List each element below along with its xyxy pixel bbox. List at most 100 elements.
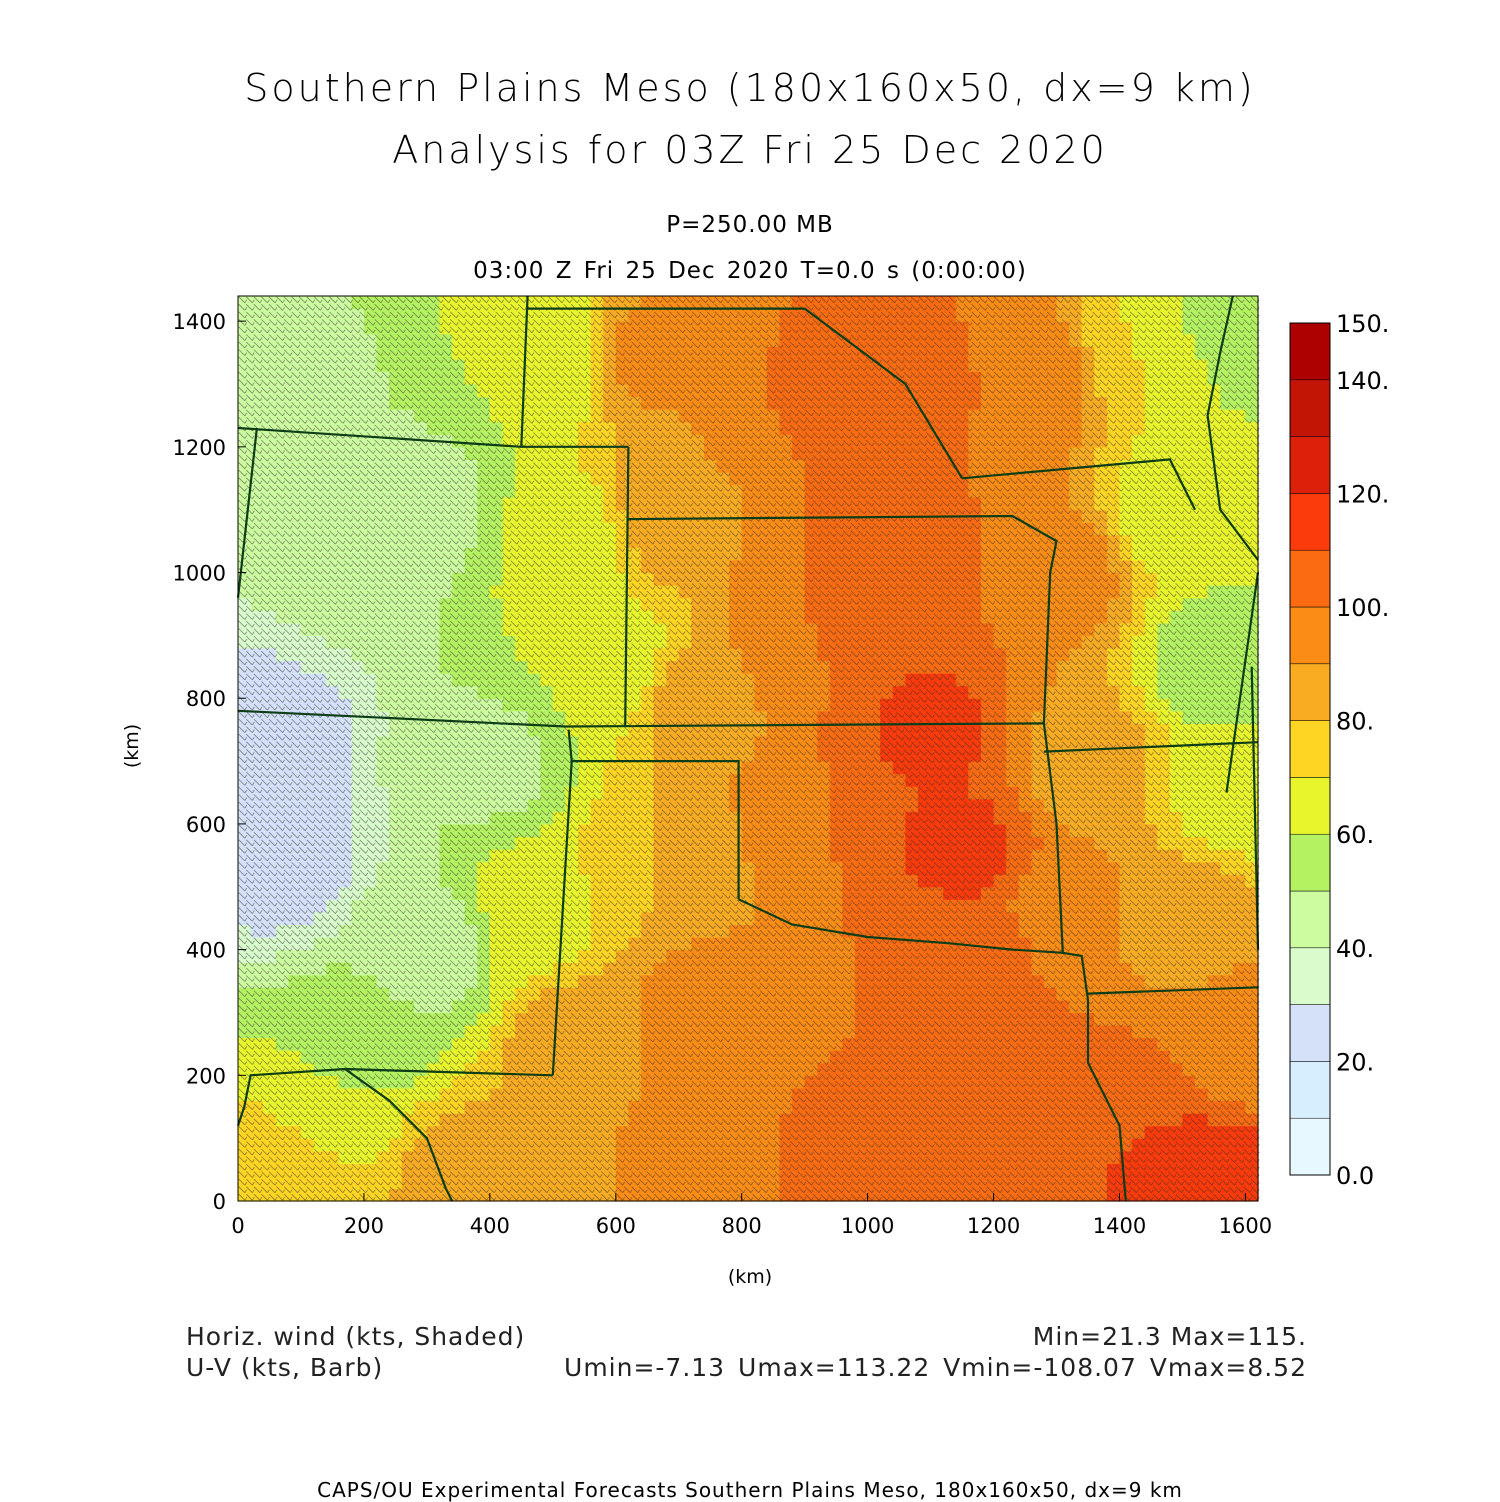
shade-cell (363, 1150, 378, 1164)
shade-cell (703, 1012, 718, 1026)
shade-cell (603, 886, 617, 900)
shade-cell (502, 358, 516, 373)
shade-cell (351, 446, 365, 461)
shade-cell (980, 346, 995, 360)
shade-cell (565, 383, 579, 398)
shade-cell (552, 773, 567, 787)
shade-cell (691, 748, 705, 762)
shade-cell (527, 836, 541, 850)
shade-cell (640, 622, 655, 636)
shade-cell (250, 685, 264, 699)
shade-cell (943, 1163, 957, 1177)
shade-cell (540, 798, 554, 812)
shade-cell (930, 358, 944, 373)
shade-cell (980, 911, 995, 926)
shade-cell (263, 735, 277, 750)
shade-cell (502, 911, 516, 926)
shade-cell (439, 987, 453, 1001)
shade-cell (628, 748, 642, 762)
shade-cell (338, 735, 352, 750)
shade-cell (842, 446, 856, 461)
shade-cell (1069, 823, 1083, 838)
shade-cell (766, 698, 781, 712)
shade-cell (905, 572, 919, 586)
shade-cell (691, 1163, 705, 1177)
shade-cell (766, 497, 781, 511)
shade-cell (842, 321, 856, 335)
shade-cell (766, 1050, 781, 1064)
shade-cell (1081, 1050, 1095, 1064)
shade-cell (678, 1100, 692, 1114)
shade-cell (754, 497, 768, 511)
shade-cell (754, 1050, 768, 1064)
shade-cell (275, 471, 289, 486)
shade-cell (1069, 559, 1083, 574)
shade-cell (628, 1062, 642, 1076)
shade-cell (590, 371, 604, 385)
shade-cell (300, 383, 315, 398)
shade-cell (628, 459, 642, 473)
shade-cell (754, 987, 768, 1001)
shade-cell (250, 522, 264, 536)
shade-cell (376, 685, 390, 699)
shade-cell (968, 1025, 982, 1039)
shade-cell (263, 647, 277, 662)
shade-cell (804, 622, 818, 636)
shade-cell (691, 861, 705, 875)
shade-cell (338, 1062, 352, 1076)
shade-cell (1081, 635, 1095, 649)
shade-cell (389, 1125, 403, 1139)
shade-cell (288, 610, 302, 624)
shade-cell (615, 861, 629, 875)
shade-cell (729, 547, 743, 561)
shade-cell (426, 346, 441, 360)
shade-cell (779, 1100, 793, 1114)
shade-cell (414, 673, 428, 687)
shade-cell (842, 534, 856, 548)
shade-cell (401, 534, 415, 548)
shade-cell (426, 647, 441, 662)
shade-cell (842, 962, 856, 976)
shade-cell (489, 371, 504, 385)
shade-cell (615, 1050, 629, 1064)
shade-cell (1006, 1175, 1020, 1190)
shade-cell (716, 585, 730, 599)
shade-cell (779, 409, 793, 423)
shade-cell (804, 886, 818, 900)
shade-cell (1056, 296, 1070, 310)
shade-cell (238, 710, 252, 724)
shade-cell (376, 421, 390, 435)
shade-cell (980, 635, 995, 649)
shade-cell (1094, 874, 1108, 888)
shade-cell (1031, 987, 1045, 1001)
shade-cell (691, 1025, 705, 1039)
shade-cell (980, 383, 995, 398)
shade-cell (766, 886, 781, 900)
shade-cell (892, 421, 907, 435)
shade-cell (502, 1100, 516, 1114)
shade-cell (640, 949, 655, 963)
shade-cell (691, 1113, 705, 1127)
shade-cell (515, 974, 529, 988)
shade-cell (414, 597, 428, 611)
shade-cell (527, 1188, 541, 1202)
shade-cell (1043, 660, 1058, 674)
shade-cell (464, 673, 478, 687)
shade-cell (729, 685, 743, 699)
shade-cell (1081, 773, 1095, 787)
shade-cell (401, 660, 415, 674)
shade-cell (426, 308, 441, 322)
shade-cell (930, 761, 944, 775)
shade-cell (1018, 861, 1032, 875)
shade-cell (703, 1100, 718, 1114)
shade-cell (1081, 1188, 1095, 1202)
shade-cell (741, 748, 755, 762)
shade-cell (552, 673, 567, 687)
shade-cell (1081, 547, 1095, 561)
shade-cell (804, 761, 818, 775)
shade-cell (653, 559, 667, 574)
shade-cell (1043, 911, 1058, 926)
shade-cell (943, 698, 957, 712)
shade-cell (376, 1087, 390, 1102)
shade-cell (502, 610, 516, 624)
